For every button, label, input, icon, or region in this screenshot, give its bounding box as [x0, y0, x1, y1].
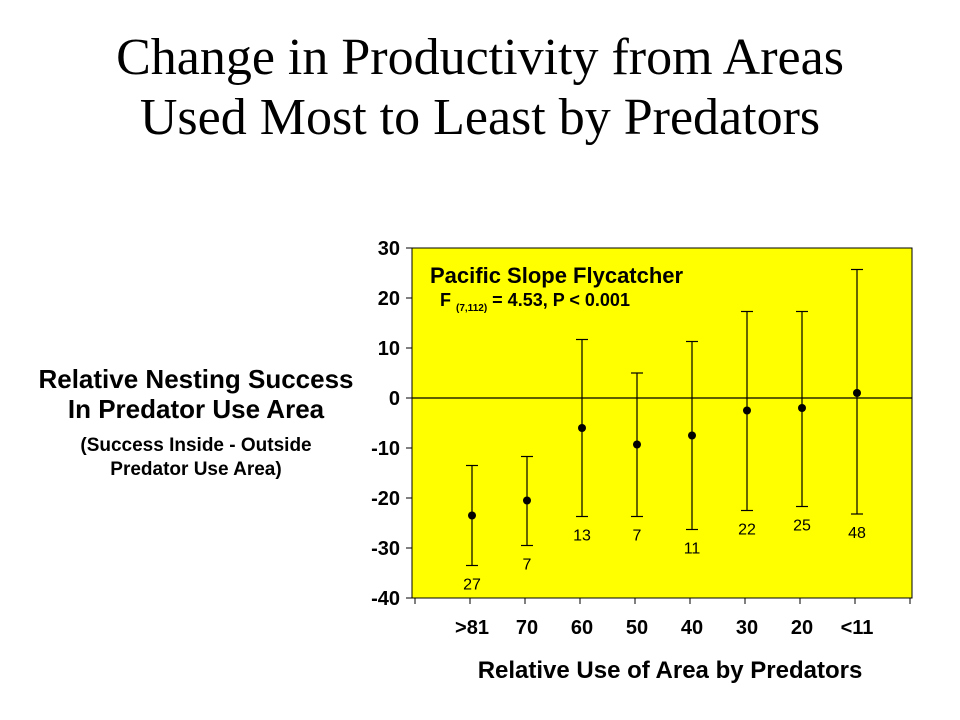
x-tick-label: 70: [516, 617, 538, 639]
y-tick-label: -30: [371, 538, 400, 560]
plot-area: [411, 247, 913, 599]
data-point: [633, 440, 641, 449]
y-axis-label: Relative Nesting Success In Predator Use…: [0, 364, 392, 482]
stat-subscript: (7,112): [456, 303, 487, 314]
stat-prefix: F: [440, 290, 451, 310]
y-tick-label: 20: [378, 288, 400, 310]
data-point: [743, 406, 751, 415]
x-tick-label: 20: [791, 617, 813, 639]
y-tick-label: -20: [371, 488, 400, 510]
sample-size-label: 22: [738, 522, 756, 539]
data-point: [523, 496, 531, 505]
slide-title: Change in Productivity from Areas Used M…: [0, 28, 960, 148]
stat-annotation: F (7,112) = 4.53, P < 0.001: [440, 290, 630, 315]
slide-title-line2: Used Most to Least by Predators: [139, 89, 821, 146]
sample-size-label: 48: [848, 525, 866, 542]
x-tick-label: <11: [841, 617, 874, 639]
x-axis: >81 70 60 50 40 30 20 <11: [414, 598, 911, 639]
x-tick-label: 60: [571, 617, 593, 639]
y-axis-sublabel: (Success Inside - Outside Predator Use A…: [0, 434, 392, 482]
x-tick-label: >81: [455, 617, 489, 639]
x-tick-label: 30: [736, 617, 758, 639]
x-axis-label: Relative Use of Area by Predators: [478, 657, 863, 684]
y-axis-sublabel-line2: Predator Use Area): [110, 459, 282, 480]
y-tick-label: 30: [378, 238, 400, 260]
y-tick-label: -10: [371, 438, 400, 460]
data-point: [468, 511, 476, 520]
sample-size-label: 7: [633, 528, 642, 545]
sample-size-label: 25: [793, 518, 811, 535]
slide-title-line1: Change in Productivity from Areas: [116, 29, 844, 86]
data-point: [688, 431, 696, 440]
y-tick-label: 10: [378, 338, 400, 360]
y-axis-label-line1: Relative Nesting Success: [38, 364, 354, 394]
y-tick-label: -40: [371, 588, 400, 610]
x-tick-label: 40: [681, 617, 703, 639]
data-point: [853, 389, 861, 397]
data-point: [798, 404, 806, 412]
y-axis-sublabel-line1: (Success Inside - Outside: [80, 435, 312, 456]
stat-suffix: = 4.53, P < 0.001: [492, 290, 630, 310]
y-axis: 30 20 10 0 -10 -20 -30 -40: [371, 238, 412, 610]
y-axis-label-line2: In Predator Use Area: [67, 394, 325, 424]
sample-size-label: 27: [463, 577, 481, 594]
sample-size-label: 13: [573, 528, 591, 545]
data-marks: 27 7 13 7 11 22 25 48: [463, 268, 866, 594]
x-tick-label: 50: [626, 617, 648, 639]
sample-size-label: 7: [523, 557, 532, 574]
sample-size-label: 11: [684, 541, 701, 558]
chart-title: Pacific Slope Flycatcher: [430, 263, 684, 288]
data-point: [578, 424, 586, 432]
y-tick-label: 0: [389, 388, 400, 410]
